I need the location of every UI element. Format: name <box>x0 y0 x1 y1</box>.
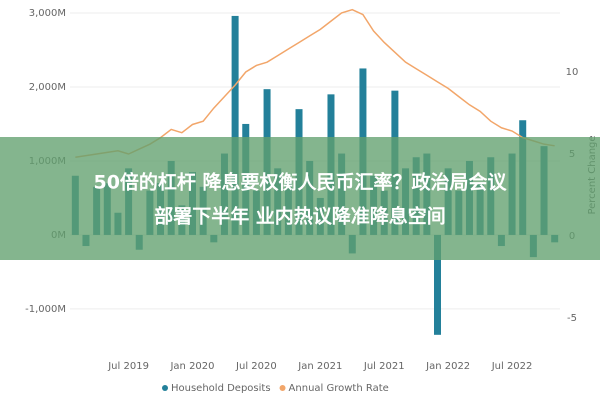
bar <box>434 234 441 335</box>
y-tick-label: 2,000M <box>29 82 66 93</box>
bar <box>231 15 239 235</box>
legend-label: Household Deposits <box>171 383 271 394</box>
legend-label: Annual Growth Rate <box>289 383 389 394</box>
x-tick-label: Jan 2022 <box>425 361 470 372</box>
legend-marker <box>162 385 168 391</box>
x-tick-label: Jul 2022 <box>491 361 533 372</box>
x-tick-label: Jul 2019 <box>107 361 149 372</box>
line <box>75 8 555 159</box>
y2-tick-label: 10 <box>566 67 579 78</box>
x-tick-label: Jul 2021 <box>363 361 405 372</box>
y-tick-label: 3,000M <box>29 8 66 19</box>
y-tick-label: -1,000M <box>25 304 66 315</box>
x-tick-label: Jan 2021 <box>297 361 342 372</box>
banner-text: 50倍的杠杆 降息要权衡人民币汇率？政治局会议 <box>93 171 507 194</box>
legend-marker <box>279 385 286 391</box>
banner-background <box>0 137 600 260</box>
x-tick-label: Jan 2020 <box>169 361 214 372</box>
banner-text: 部署下半年 业内热议降准降息空间 <box>154 205 446 228</box>
x-tick-label: Jul 2020 <box>235 361 277 372</box>
y2-tick-label: -5 <box>567 313 577 324</box>
